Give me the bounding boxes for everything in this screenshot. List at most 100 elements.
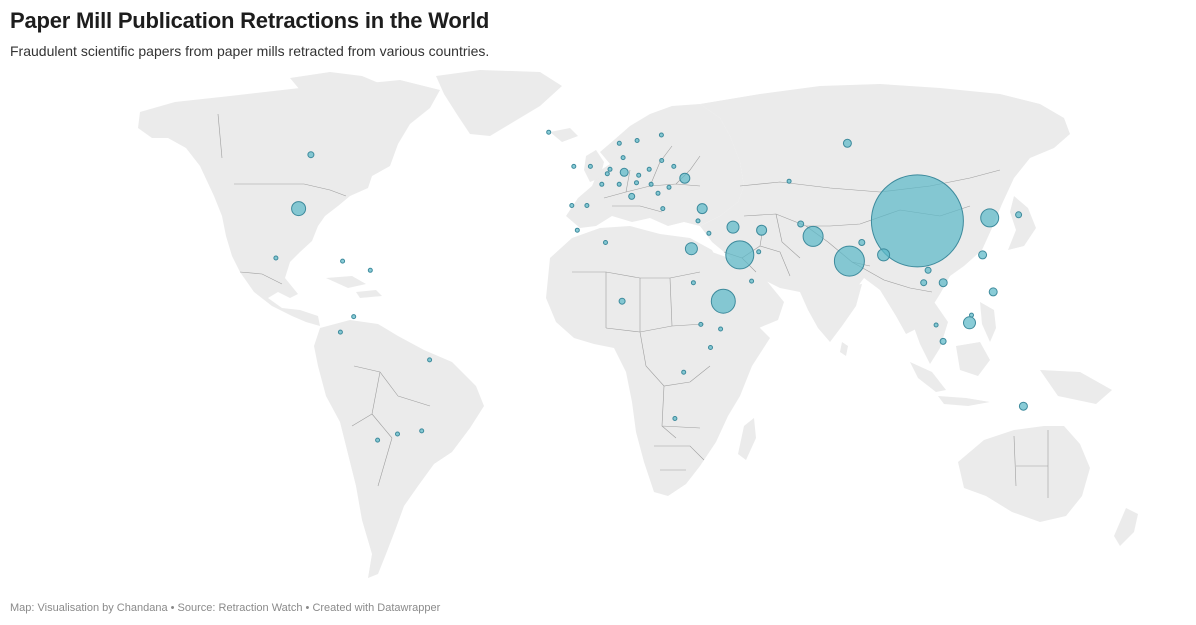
bubble-united-kingdom[interactable]	[587, 163, 593, 169]
bubble-indonesia[interactable]	[939, 337, 947, 345]
bubble-argentina[interactable]	[395, 431, 400, 437]
bubble-india[interactable]	[833, 245, 865, 277]
bubble-taiwan[interactable]	[978, 250, 988, 260]
footer-prefix: Map:	[10, 602, 38, 614]
bubble-south-africa[interactable]	[672, 416, 678, 421]
bubble-philippines[interactable]	[988, 287, 998, 297]
bubble-cuba[interactable]	[340, 258, 346, 264]
bubble-nepal[interactable]	[858, 239, 866, 246]
chart-title: Paper Mill Publication Retractions in th…	[10, 8, 490, 33]
bubble-netherlands[interactable]	[607, 166, 613, 172]
bubble-portugal[interactable]	[569, 203, 575, 208]
bubble-uruguay[interactable]	[419, 428, 425, 434]
bubble-belgium[interactable]	[604, 171, 610, 177]
footer-source: Retraction Watch	[218, 602, 303, 614]
bubble-nigeria[interactable]	[618, 297, 626, 305]
bubble-czechia[interactable]	[636, 172, 642, 178]
bubble-egypt[interactable]	[684, 242, 698, 256]
chart-subtitle: Fraudulent scientific papers from paper …	[10, 43, 490, 59]
bubble-spain[interactable]	[584, 203, 590, 208]
bubble-denmark[interactable]	[620, 155, 626, 161]
bubble-turkey[interactable]	[696, 203, 708, 215]
land-greenland	[436, 70, 562, 136]
bubble-kazakhstan[interactable]	[786, 178, 792, 184]
bubble-brunei[interactable]	[969, 312, 974, 318]
map-canvas[interactable]	[0, 66, 1196, 590]
bubble-pakistan[interactable]	[802, 225, 824, 247]
bubble-vietnam[interactable]	[938, 278, 948, 288]
bubble-canada[interactable]	[307, 151, 315, 159]
land-layer	[138, 70, 1138, 578]
land-arabia	[712, 252, 784, 330]
bubble-brazil[interactable]	[427, 357, 433, 363]
land-caribbean	[326, 276, 366, 288]
footer-source-label: Source:	[177, 602, 219, 614]
bubble-morocco[interactable]	[574, 227, 580, 233]
bubble-ethiopia[interactable]	[710, 288, 736, 314]
land-java	[938, 396, 990, 406]
bubble-sudan[interactable]	[690, 280, 696, 286]
land-europe	[566, 104, 744, 228]
bubble-laos[interactable]	[924, 266, 932, 274]
border-asia-central	[743, 213, 871, 267]
bubble-hungary[interactable]	[648, 181, 654, 187]
bubble-singapore[interactable]	[933, 322, 939, 328]
bubble-finland[interactable]	[658, 132, 664, 138]
border-africa-south	[654, 445, 705, 471]
bubble-belarus[interactable]	[671, 163, 677, 169]
bubble-ecuador[interactable]	[337, 329, 343, 335]
bubble-poland[interactable]	[646, 166, 652, 172]
bubble-bangladesh[interactable]	[877, 248, 891, 262]
bubble-yemen[interactable]	[749, 278, 755, 284]
bubble-layer[interactable]	[273, 129, 1028, 443]
bubble-jordan[interactable]	[706, 230, 712, 236]
bubble-serbia[interactable]	[655, 190, 661, 196]
bubble-norway[interactable]	[616, 140, 622, 146]
bubble-iceland[interactable]	[546, 129, 552, 135]
bubble-cyprus[interactable]	[695, 218, 701, 224]
bubble-ukraine[interactable]	[679, 172, 691, 184]
bubble-switzerland[interactable]	[616, 181, 622, 187]
bubble-lithuania[interactable]	[659, 158, 665, 163]
bubble-dominican-republic[interactable]	[367, 267, 373, 273]
land-india	[800, 284, 862, 342]
bubble-kenya[interactable]	[718, 326, 724, 332]
bubble-sweden[interactable]	[634, 138, 640, 143]
land-japan	[1008, 196, 1036, 250]
chart-footer: Map: Visualisation by Chandana • Source:…	[10, 602, 440, 614]
bubble-uganda[interactable]	[698, 321, 704, 327]
bubble-saudi-arabia[interactable]	[725, 240, 755, 270]
bubble-italy[interactable]	[628, 192, 636, 200]
land-sri-lanka	[840, 342, 848, 356]
bubble-malaysia[interactable]	[963, 316, 976, 330]
bubble-afghanistan[interactable]	[797, 220, 805, 228]
border-us-canada	[234, 183, 347, 197]
world-map[interactable]	[0, 66, 1196, 590]
bubble-greece[interactable]	[660, 206, 666, 212]
bubble-iran[interactable]	[756, 224, 768, 236]
bubble-germany[interactable]	[619, 167, 629, 177]
bubble-mexico[interactable]	[273, 255, 279, 261]
land-hispaniola	[356, 290, 382, 298]
bubble-romania[interactable]	[666, 184, 672, 190]
bubble-chile[interactable]	[375, 437, 381, 443]
bubble-japan[interactable]	[1015, 211, 1023, 219]
border-africa-north	[572, 271, 701, 332]
bubble-france[interactable]	[599, 181, 605, 187]
bubble-iraq[interactable]	[726, 220, 740, 234]
bubble-united-states[interactable]	[291, 201, 307, 217]
border-us-mexico	[239, 271, 283, 285]
bubble-russia[interactable]	[842, 138, 852, 148]
bubble-algeria[interactable]	[603, 240, 608, 245]
bubble-colombia[interactable]	[351, 314, 357, 320]
bubble-south-korea[interactable]	[980, 208, 1000, 228]
bubble-thailand[interactable]	[920, 279, 928, 287]
bubble-zambia[interactable]	[681, 369, 687, 375]
bubble-australia[interactable]	[1018, 401, 1028, 411]
bubble-china[interactable]	[870, 174, 964, 268]
bubble-qatar[interactable]	[756, 249, 762, 255]
bubble-austria[interactable]	[634, 180, 639, 186]
bubble-tanzania[interactable]	[708, 345, 713, 350]
border-alaska	[217, 113, 223, 159]
bubble-ireland[interactable]	[571, 163, 577, 169]
